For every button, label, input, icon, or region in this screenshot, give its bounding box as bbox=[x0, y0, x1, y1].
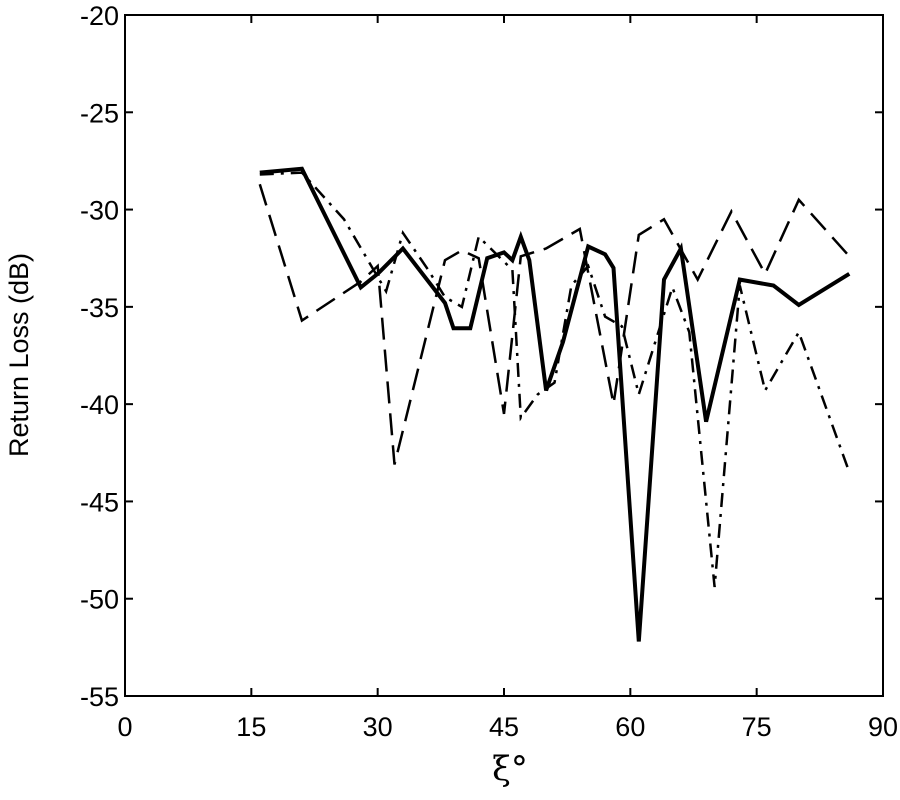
x-tick-label: 45 bbox=[489, 712, 519, 742]
x-tick-label: 15 bbox=[236, 712, 266, 742]
y-tick-label: -30 bbox=[80, 196, 119, 226]
x-tick-label: 75 bbox=[742, 712, 772, 742]
y-tick-label: -45 bbox=[80, 487, 119, 517]
y-tick-label: -55 bbox=[80, 682, 119, 712]
x-tick-label: 30 bbox=[363, 712, 393, 742]
series-line-solid bbox=[259, 166, 851, 642]
x-tick-label: 90 bbox=[868, 712, 898, 742]
x-tick-label: 0 bbox=[117, 712, 132, 742]
y-axis-label: Return Loss (dB) bbox=[4, 253, 34, 457]
y-tick-label: -25 bbox=[80, 98, 119, 128]
y-tick-label: -20 bbox=[80, 1, 119, 31]
y-tick-label: -40 bbox=[80, 390, 119, 420]
plot-area bbox=[124, 14, 884, 697]
x-tick-label: 60 bbox=[615, 712, 645, 742]
x-axis-label: ξ° bbox=[492, 749, 528, 789]
series-layer bbox=[258, 166, 851, 642]
series-line-dashed bbox=[258, 183, 851, 465]
y-tick-label: -35 bbox=[80, 293, 119, 323]
series-line-dash-dot bbox=[259, 171, 851, 588]
y-tick-label: -50 bbox=[80, 585, 119, 615]
tick-layer: 0 15 30 45 60 75 90 -55 -50 -45 -40 -35 -30 -25 -20 bbox=[80, 1, 898, 742]
